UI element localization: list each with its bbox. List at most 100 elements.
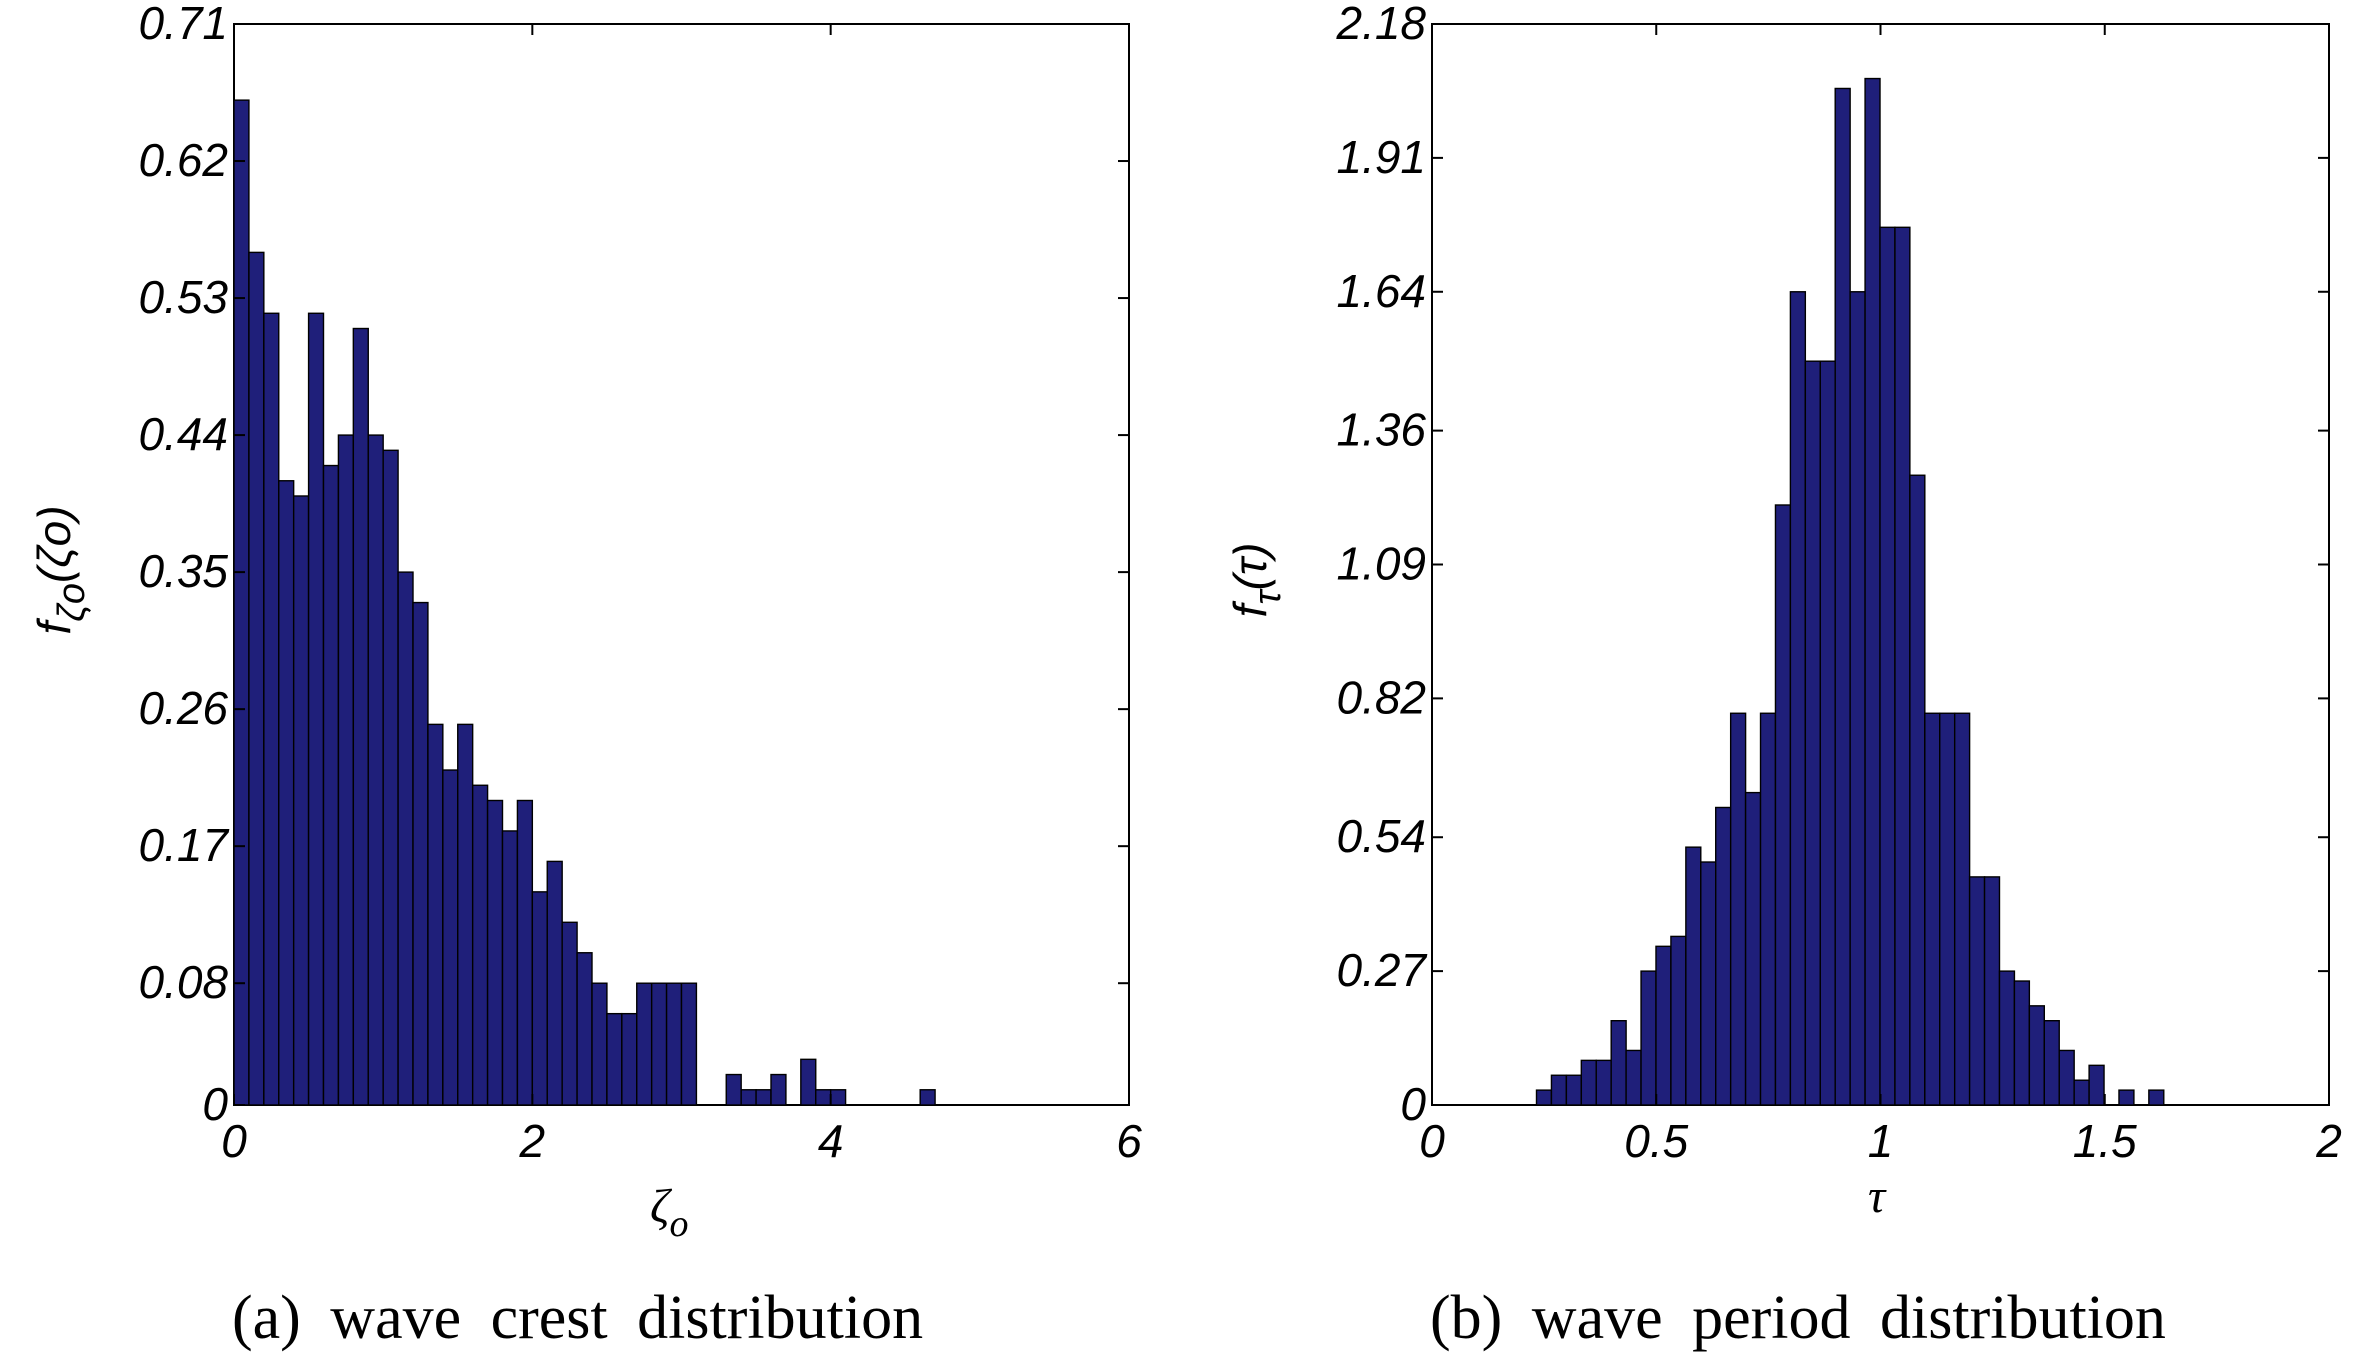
panel-a-xtick-label: 2 <box>519 1115 546 1167</box>
panel-b-wave-period: 0 0.27 0.54 0.82 1.09 1.36 1.64 1.91 2.18 0 0.5 1 1… <box>1224 0 2342 1223</box>
panel-a-bar <box>427 723 444 1106</box>
panel-a-bar <box>516 799 534 1106</box>
panel-a-bar <box>233 99 250 1106</box>
panel-a-bar <box>829 1089 847 1106</box>
panel-a-x-axis-label: ζo <box>650 1180 688 1245</box>
panel-a-bar <box>412 601 429 1106</box>
panel-b-bar <box>1953 712 1971 1106</box>
panel-a-bar <box>815 1089 832 1106</box>
panel-b-bar <box>1939 712 1956 1106</box>
panel-a-x-label-main: ζ <box>650 1180 673 1233</box>
panel-a-bar <box>531 891 548 1106</box>
panel-a-ytick-label: 0.71 <box>138 0 228 49</box>
panel-b-x-axis-label: τ <box>1868 1170 1887 1223</box>
panel-a-ytick-label: 0.62 <box>138 134 228 186</box>
panel-a-y-label-arg: (ζo) <box>28 505 80 583</box>
panel-b-bar <box>1968 876 1986 1106</box>
panel-b-bar <box>1909 474 1926 1106</box>
panel-b-bar <box>1640 970 1657 1106</box>
panel-a-caption: (a) wave crest distribution <box>232 1284 924 1352</box>
panel-b-ytick-label: 1.36 <box>1336 404 1426 456</box>
panel-b-bar <box>1700 861 1717 1106</box>
panel-b-bar <box>1804 360 1821 1106</box>
panel-b-bar <box>1535 1089 1553 1106</box>
panel-a-ytick-label: 0.35 <box>138 545 228 597</box>
panel-b-bar <box>1864 77 1881 1106</box>
panel-b-bar <box>1879 226 1896 1106</box>
panel-b-bar <box>2088 1064 2105 1106</box>
panel-b-bar <box>2013 980 2031 1106</box>
panel-b-y-label-arg: (τ) <box>1224 543 1276 591</box>
panel-a-wave-crest: 0 0.08 0.17 0.26 0.35 0.44 0.53 0.62 0.71 0 2 4 6 ζ… <box>28 0 1142 1245</box>
panel-a-bars <box>233 99 936 1106</box>
panel-a-bar <box>606 1012 623 1106</box>
panel-a-bar <box>322 464 340 1106</box>
panel-b-bar <box>2043 1020 2060 1106</box>
panel-b-bar <box>1655 945 1672 1106</box>
panel-a-bar <box>665 982 683 1106</box>
panel-b-caption: (b) wave period distribution <box>1430 1284 2166 1352</box>
panel-a-bar <box>680 982 698 1106</box>
panel-a-bar <box>725 1073 742 1106</box>
panel-b-bar <box>1595 1059 1612 1106</box>
panel-b-ytick-label: 1.64 <box>1336 265 1426 317</box>
panel-b-bars <box>1535 77 2165 1106</box>
panel-a-ytick-label: 0.08 <box>138 956 228 1008</box>
panel-b-bar <box>1834 87 1851 1106</box>
panel-a-bar <box>367 434 384 1106</box>
panel-b-bar <box>1715 806 1732 1106</box>
panel-a-y-axis-label: fζo(ζo) <box>28 505 93 634</box>
panel-b-xtick-label: 2 <box>2315 1115 2342 1167</box>
panel-b-bar <box>1789 291 1807 1106</box>
panel-b-bar <box>1625 1049 1642 1106</box>
panel-b-bar <box>1774 504 1792 1106</box>
panel-b-ytick-label: 0.27 <box>1336 944 1427 996</box>
panel-a-y-label-sub: ζo <box>51 583 93 622</box>
panel-b-xtick-label: 0 <box>1419 1115 1445 1167</box>
panel-b-ytick-label: 0 <box>1400 1078 1426 1130</box>
panel-b-bar <box>1610 1020 1627 1106</box>
panel-b-bar <box>2148 1089 2165 1106</box>
panel-b-ytick-label: 2.18 <box>1335 0 1426 49</box>
panel-a-ytick-label: 0.26 <box>138 682 228 734</box>
panel-a-bar <box>382 449 399 1106</box>
panel-b-ytick-label: 0.82 <box>1336 671 1426 723</box>
panel-a-ytick-label: 0.17 <box>138 819 229 871</box>
panel-b-y-ticks: 0 0.27 0.54 0.82 1.09 1.36 1.64 1.91 2.18 <box>1335 0 2329 1130</box>
panel-a-bar <box>352 327 369 1106</box>
panel-b-bar <box>1998 970 2016 1106</box>
panel-a-y-label-f: f <box>28 618 80 635</box>
panel-a-bar <box>501 830 519 1106</box>
panel-b-bar <box>1924 712 1941 1106</box>
panel-b-bar <box>1819 360 1836 1106</box>
panel-a-bar <box>650 982 668 1106</box>
panel-b-bar <box>2058 1049 2075 1106</box>
panel-a-bar <box>337 434 355 1106</box>
panel-a-bar <box>576 952 593 1106</box>
panel-a-bar <box>591 982 608 1106</box>
panel-b-ytick-label: 1.09 <box>1336 538 1426 590</box>
panel-b-bar <box>1565 1074 1583 1106</box>
panel-b-xtick-label: 1.5 <box>2073 1115 2137 1167</box>
panel-a-bar <box>278 480 295 1106</box>
panel-a-y-ticks: 0 0.08 0.17 0.26 0.35 0.44 0.53 0.62 0.71 <box>138 0 1129 1130</box>
panel-a-bar <box>292 495 310 1106</box>
panel-a-bar <box>800 1058 817 1106</box>
panel-b-bar <box>1894 226 1911 1106</box>
panel-b-y-label-sub: τ <box>1247 588 1289 605</box>
panel-b-ytick-label: 1.91 <box>1336 131 1426 183</box>
panel-b-bar <box>1550 1074 1568 1106</box>
panel-b-ytick-label: 0.54 <box>1336 810 1426 862</box>
panel-a-bar <box>919 1089 936 1106</box>
panel-b-bar <box>2028 1005 2045 1106</box>
panel-a-x-label-sub: o <box>669 1203 688 1245</box>
panel-a-bar <box>263 312 280 1106</box>
panel-a-bar <box>442 769 459 1106</box>
panel-b-bar <box>2073 1079 2090 1106</box>
panel-b-bar <box>2118 1089 2135 1106</box>
panel-a-bar <box>621 1012 638 1106</box>
panel-b-xtick-label: 0.5 <box>1624 1115 1688 1167</box>
panel-a-bar <box>471 784 489 1106</box>
panel-b-xtick-label: 1 <box>1868 1115 1894 1167</box>
